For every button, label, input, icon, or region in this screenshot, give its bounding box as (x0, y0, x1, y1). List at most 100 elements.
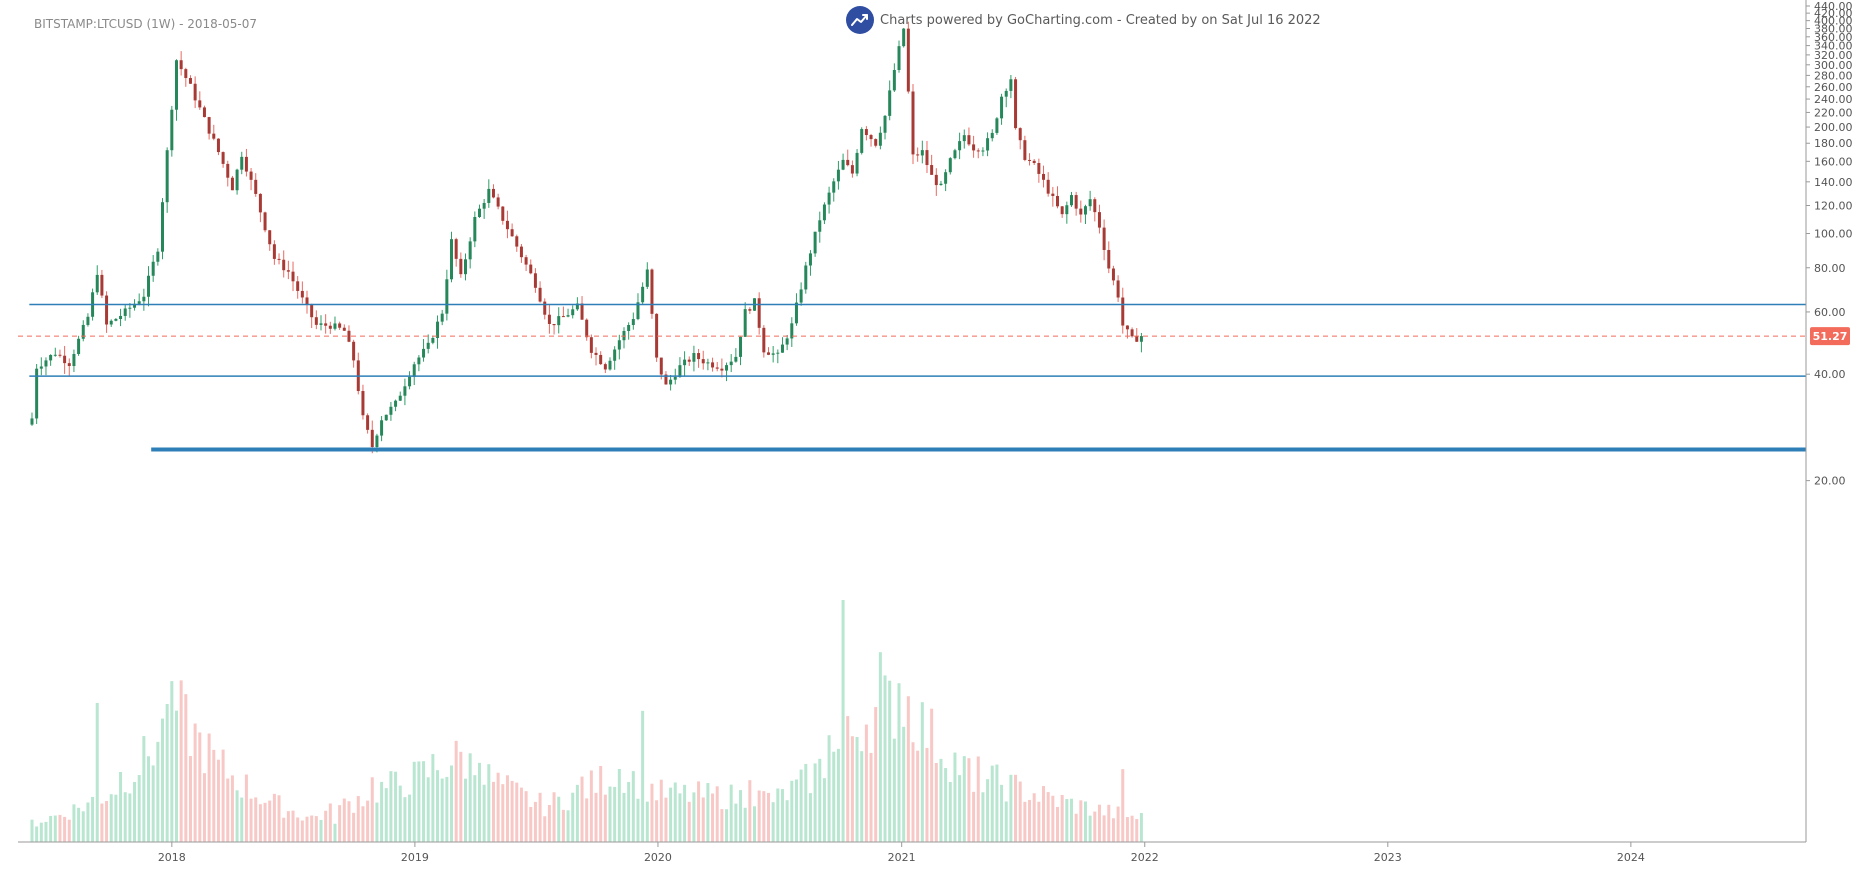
candle (636, 293, 640, 321)
candle-body (44, 360, 48, 367)
volume-bar (1097, 804, 1101, 842)
candle-body (1083, 206, 1087, 215)
volume-bar (333, 823, 337, 842)
price-tick-label: 380.00 (1814, 23, 1853, 36)
volume-bar (641, 710, 645, 842)
volume-bar (128, 793, 132, 842)
candle (920, 140, 924, 164)
candle-body (794, 302, 798, 324)
volume-bar (1065, 799, 1069, 842)
volume-bar (594, 792, 598, 842)
candle (44, 357, 48, 376)
price-tick-label: 420.00 (1814, 7, 1853, 20)
candle-body (1004, 90, 1008, 97)
last-price-label: 51.27 (1813, 330, 1848, 343)
candle (1088, 190, 1092, 211)
candle (939, 180, 943, 186)
volume-bar (505, 775, 509, 842)
volume-bar (515, 782, 519, 842)
candle (123, 305, 127, 321)
candle (1130, 327, 1134, 338)
time-axis[interactable]: 2018 2019 2020 2021 2022 2023 2024 (18, 841, 1806, 864)
candle-body (701, 359, 705, 364)
volume-bar (91, 796, 95, 842)
candle-body (692, 353, 696, 362)
candle-body (375, 435, 379, 447)
candle-body (468, 241, 472, 260)
candle-body (673, 376, 677, 380)
candle-body (268, 230, 272, 245)
volume-bar (1032, 793, 1036, 842)
candle (324, 314, 328, 334)
volume-bar (1083, 801, 1087, 842)
candle (813, 231, 817, 257)
candle (77, 335, 81, 356)
candle (561, 306, 565, 318)
candle-body (585, 319, 589, 338)
watermark[interactable]: Charts powered by GoCharting.com - Creat… (846, 6, 1321, 34)
candle (1056, 186, 1060, 209)
volume-bar (272, 793, 276, 842)
candle-body (417, 357, 421, 365)
candle (221, 151, 225, 168)
candle (86, 313, 90, 327)
candle-body (874, 139, 878, 146)
candle (808, 250, 812, 276)
candle-body (408, 376, 412, 387)
candle (1093, 197, 1097, 222)
candle-body (202, 107, 206, 118)
candle-body (869, 135, 873, 140)
price-axis[interactable]: 20.00 40.00 60.00 80.00 100.00 120.00 140.00 16… (1805, 0, 1853, 842)
candle-body (734, 356, 738, 362)
candle-body (529, 264, 533, 274)
candle (925, 140, 929, 174)
candle-body (617, 340, 621, 350)
candle (445, 269, 449, 321)
volume-bar (137, 775, 141, 842)
candle-body (133, 303, 137, 308)
candle-body (1046, 179, 1050, 194)
candle (198, 91, 202, 110)
volume-bar (161, 718, 165, 842)
candle (109, 319, 113, 327)
candle (1121, 287, 1125, 334)
candle (645, 262, 649, 290)
candle-body (198, 100, 202, 108)
volume-bar (202, 773, 206, 842)
volume-bar (244, 774, 248, 842)
candle-body (53, 354, 57, 356)
candle-body (473, 217, 477, 242)
candle (63, 345, 67, 374)
volume-bar (63, 816, 67, 842)
candle-body (342, 327, 346, 331)
volume-bar (235, 790, 239, 842)
volume-bar (888, 680, 892, 842)
candle (277, 253, 281, 265)
volume-bar (743, 807, 747, 842)
candle (1102, 219, 1106, 261)
candle (739, 336, 743, 366)
candle (916, 147, 920, 162)
candle-body (958, 141, 962, 151)
volume-bar (1121, 769, 1125, 842)
candle-body (659, 357, 663, 375)
candle-body (575, 303, 579, 310)
price-tick-label: 340.00 (1814, 40, 1853, 53)
candle-body (282, 259, 286, 271)
candle-body (636, 302, 640, 320)
candle (683, 351, 687, 376)
price-tick-label: 160.00 (1814, 155, 1853, 168)
volume-bar (673, 782, 677, 842)
volume-bar (561, 809, 565, 842)
candle-body (272, 244, 276, 259)
candle (743, 302, 747, 337)
volume-bar (860, 751, 864, 842)
price-tick-label: 20.00 (1814, 475, 1846, 488)
volume-bar (687, 801, 691, 842)
candle-body (142, 296, 146, 302)
volume-bar (305, 816, 309, 842)
candle (547, 304, 551, 334)
volume-bar (1135, 819, 1139, 842)
